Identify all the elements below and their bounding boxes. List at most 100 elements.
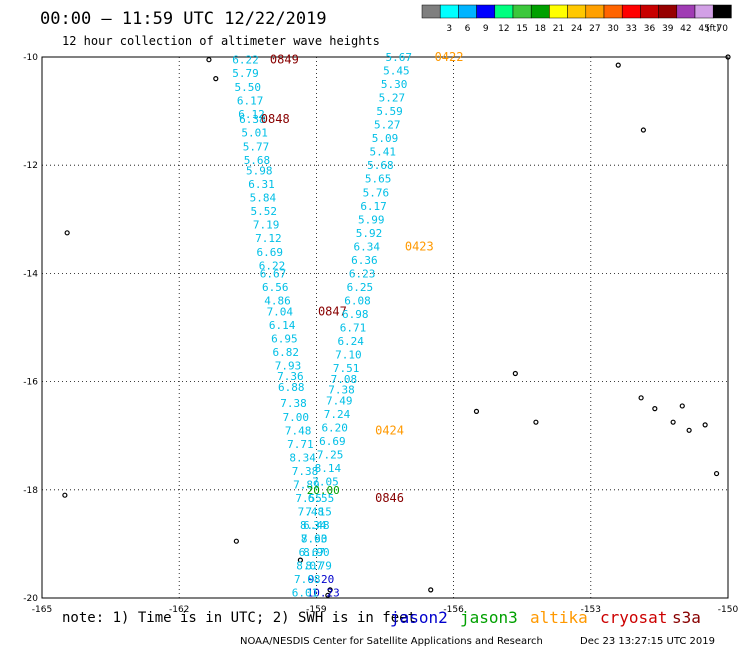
swh-value-label: 8.79 (305, 560, 332, 573)
swh-value-label: 5.45 (383, 65, 410, 78)
x-tick-labels: -165 -162 -159 -156 -153 -150 (32, 605, 739, 615)
swh-value-label: 7.19 (253, 219, 280, 232)
satellite-legend-altika: altika (530, 608, 588, 627)
colorbar-swatch (694, 4, 714, 19)
swh-value-label: 7.60 (301, 532, 328, 545)
landmasses (62, 54, 731, 598)
plot-frame (41, 56, 729, 599)
swh-value-label: 8.14 (315, 462, 342, 475)
swh-value-label: 6.17 (237, 94, 264, 107)
colorbar-swatch (421, 4, 441, 19)
swh-value-label: 8.07 (296, 560, 323, 573)
satellite-legend-s3a: s3a (672, 608, 701, 627)
swh-value-label: 8.93 (301, 532, 328, 545)
island-outline (713, 470, 720, 477)
swh-value-label: 6.82 (273, 346, 300, 359)
x-tick-label: -153 (581, 605, 601, 615)
swh-value-label: 5.27 (374, 119, 401, 132)
swh-value-label: 5.30 (381, 78, 408, 91)
chart-subtitle: 12 hour collection of altimeter wave hei… (62, 34, 380, 48)
footer-credit: NOAA/NESDIS Center for Satellite Applica… (240, 636, 543, 647)
colorbar-swatch (476, 4, 496, 19)
colorbar-tick-label: 21 (553, 24, 564, 34)
colorbar-tick-label: 42 (680, 24, 691, 34)
footer-timestamp: Dec 23 13:27:15 UTC 2019 (580, 636, 715, 647)
time-label: 0424 (375, 423, 404, 437)
island-outline (297, 557, 303, 563)
island-outline (638, 395, 644, 401)
swh-value-label: 5.98 (246, 165, 273, 178)
time-label: 0846 (375, 491, 404, 505)
swh-value-label: 7.38 (292, 465, 319, 478)
swh-value-label: 5.52 (251, 205, 278, 218)
island-outline (213, 76, 219, 82)
swh-value-label: 9.20 (308, 573, 335, 586)
swh-value-label: 7.89 (293, 478, 320, 491)
island-outline (428, 587, 434, 593)
time-label: 0422 (435, 50, 464, 64)
swh-value-label: 10.23 (307, 587, 340, 600)
swh-value-label: 6.34 (353, 240, 380, 253)
colorbar-swatch (712, 4, 732, 19)
swh-value-label: 7.38 (280, 397, 307, 410)
swh-value-label: 7.48 (285, 424, 312, 437)
swh-value-label: 5.41 (369, 146, 396, 159)
swh-value-label: 6.38 (239, 113, 266, 126)
time-label: 0847 (318, 304, 347, 318)
swh-value-label: 6.69 (319, 435, 346, 448)
swh-value-label: 7.00 (283, 411, 310, 424)
colorbar-tick-label: 70 (717, 24, 729, 34)
swh-value-label: 5.09 (372, 132, 399, 145)
swh-value-label: 7.55 (295, 492, 322, 505)
swh-value-label: 6.95 (271, 332, 298, 345)
y-tick-label: -14 (23, 269, 38, 279)
swh-value-label: 6.69 (257, 246, 284, 259)
colorbar-swatch (640, 4, 659, 19)
x-tick-label: -165 (32, 605, 52, 615)
island-outline (327, 587, 333, 593)
colorbar-tick-label: 30 (607, 24, 619, 34)
swh-value-label: 6.20 (321, 422, 348, 435)
swh-value-label: 6.24 (337, 335, 364, 348)
swh-value-label: 7.04 (267, 305, 294, 318)
colorbar-swatch (676, 4, 696, 19)
swh-value-label: 6.25 (347, 281, 374, 294)
swh-value-label: 5.65 (365, 173, 392, 186)
swh-value-label: 7.49 (326, 395, 353, 408)
x-tick-label: -159 (306, 605, 327, 615)
swh-value-label: 6.98 (342, 308, 369, 321)
island-outline (679, 403, 685, 409)
colorbar-legend: 3 6 9 12 15 18 21 24 27 30 33 36 39 42 45 70 (421, 4, 732, 34)
swh-value-label: 6.31 (248, 178, 275, 191)
x-tick-label: -150 (718, 605, 739, 615)
island-outline (686, 427, 692, 433)
satellite-legend-jason2: jason2 (390, 608, 448, 627)
swh-value-label: 5.77 (243, 140, 270, 153)
swh-value-label: 6.67 (260, 267, 287, 280)
swh-value-label: 7.93 (275, 359, 302, 372)
swh-value-label: 6.36 (351, 254, 378, 267)
island-outline (652, 406, 658, 412)
island-outline (62, 492, 68, 498)
colorbar-tick-label: 6 (465, 24, 471, 34)
swh-value-label: 8.90 (303, 546, 330, 559)
island-outline (702, 422, 708, 428)
island-outline (473, 408, 480, 414)
colorbar-tick-label: 18 (535, 24, 547, 34)
colorbar-swatch (458, 4, 477, 19)
swh-value-label: 6.88 (278, 381, 305, 394)
swh-value-label: 5.99 (358, 213, 385, 226)
swh-value-label: 7.24 (324, 408, 351, 421)
satellite-legend: jason2 jason3 altika cryosat s3a (390, 608, 701, 627)
swh-value-label: 7.08 (331, 373, 358, 386)
swh-value-label: 7.08 (294, 573, 321, 586)
satellite-legend-cryosat: cryosat (600, 608, 667, 627)
swh-value-label: 5.68 (367, 159, 394, 172)
swh-value-label: 5.68 (244, 154, 271, 167)
swh-value-label: 5.67 (385, 51, 412, 64)
satellite-legend-jason3: jason3 (460, 608, 518, 627)
swh-value-label: 6.48 (303, 519, 330, 532)
colorbar-tick-label: 36 (644, 24, 656, 34)
island-outline (512, 370, 518, 377)
